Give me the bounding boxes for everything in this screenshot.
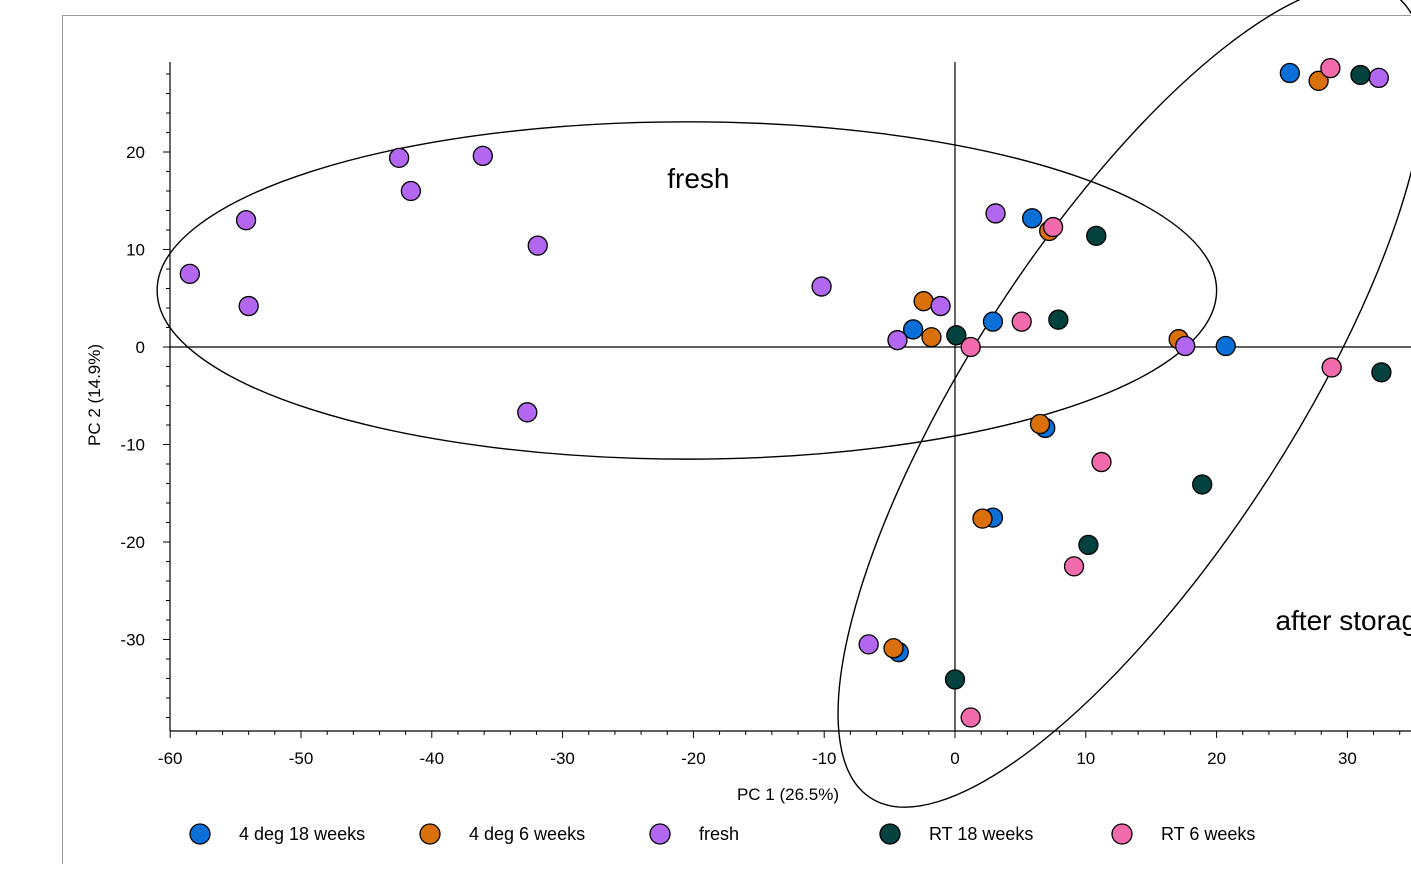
point-fresh bbox=[238, 295, 259, 317]
data-points bbox=[179, 58, 1392, 728]
point-4-deg-18-weeks bbox=[982, 311, 1004, 332]
axes-layer: -60 -50 -40 -30 -20 -10 0 10 20 30 -30 -20 -10 0 10 20 bbox=[120, 62, 1411, 768]
point-rt-6-weeks bbox=[960, 336, 981, 358]
legend: 4 deg 18 weeks 4 deg 6 weeks fresh RT 18 we… bbox=[189, 823, 1255, 845]
point-fresh bbox=[388, 147, 410, 169]
point-rt-6-weeks bbox=[1320, 58, 1341, 79]
point-rt-18-weeks bbox=[1192, 474, 1213, 495]
x-tick-label: 0 bbox=[950, 749, 959, 768]
point-4-deg-18-weeks bbox=[1215, 335, 1236, 357]
annotation-after-storage: after storage bbox=[1275, 605, 1411, 636]
point-4-deg-6-weeks bbox=[1308, 70, 1329, 91]
point-4-deg-18-weeks bbox=[902, 319, 924, 340]
x-tick-label: -60 bbox=[158, 749, 183, 768]
point-fresh bbox=[527, 235, 548, 256]
legend-marker-4-deg-18-weeks bbox=[189, 823, 211, 845]
point-rt-6-weeks bbox=[960, 707, 981, 728]
annotations: fresh after storage bbox=[667, 163, 1411, 636]
point-4-deg-6-weeks bbox=[921, 327, 942, 348]
point-fresh bbox=[179, 263, 200, 285]
confidence-ellipses bbox=[156, 0, 1411, 808]
legend-marker-fresh bbox=[649, 823, 671, 845]
point-fresh bbox=[472, 145, 493, 167]
legend-marker-rt-6-weeks bbox=[1111, 823, 1133, 845]
point-rt-18-weeks bbox=[1078, 534, 1099, 556]
x-tick-label: -50 bbox=[289, 749, 314, 768]
legend-marker-rt-18-weeks bbox=[879, 823, 901, 845]
point-rt-6-weeks bbox=[1063, 556, 1085, 577]
y-tick-label: 0 bbox=[136, 338, 145, 357]
point-fresh bbox=[985, 203, 1006, 224]
point-fresh bbox=[400, 180, 422, 202]
point-4-deg-6-weeks bbox=[972, 508, 993, 529]
point-rt-6-weeks bbox=[1091, 451, 1112, 473]
y-tick-label: -30 bbox=[120, 631, 145, 650]
point-rt-6-weeks bbox=[1321, 357, 1342, 378]
point-4-deg-6-weeks bbox=[1029, 413, 1051, 435]
x-tick-label: -40 bbox=[420, 749, 445, 768]
point-rt-18-weeks bbox=[1048, 309, 1069, 330]
point-rt-6-weeks bbox=[1011, 311, 1032, 332]
x-tick-label: 30 bbox=[1338, 749, 1357, 768]
point-4-deg-6-weeks bbox=[883, 638, 904, 659]
legend-label-rt-18-weeks: RT 18 weeks bbox=[929, 824, 1033, 844]
point-rt-18-weeks bbox=[1371, 362, 1392, 383]
point-fresh bbox=[930, 295, 951, 317]
point-fresh bbox=[887, 330, 908, 351]
point-fresh bbox=[517, 402, 538, 423]
point-4-deg-18-weeks bbox=[1022, 208, 1043, 229]
annotation-fresh: fresh bbox=[667, 163, 729, 194]
y-tick-label: 20 bbox=[126, 143, 145, 162]
legend-label-rt-6-weeks: RT 6 weeks bbox=[1161, 824, 1255, 844]
x-tick-label: 20 bbox=[1207, 749, 1226, 768]
y-tick-label: -10 bbox=[120, 436, 145, 455]
y-axis-label: PC 2 (14.9%) bbox=[85, 344, 104, 446]
point-rt-18-weeks bbox=[1086, 225, 1107, 247]
point-rt-18-weeks bbox=[946, 325, 967, 346]
ellipse-fresh bbox=[156, 121, 1218, 460]
x-tick-label: 10 bbox=[1076, 749, 1095, 768]
ellipse-after-storage bbox=[837, 0, 1411, 808]
x-tick-label: -30 bbox=[550, 749, 575, 768]
y-tick-label: -20 bbox=[120, 533, 145, 552]
x-tick-label: -10 bbox=[812, 749, 837, 768]
point-fresh bbox=[1368, 67, 1389, 89]
point-fresh bbox=[858, 634, 879, 655]
point-4-deg-18-weeks bbox=[1279, 62, 1300, 84]
legend-label-4-deg-18-weeks: 4 deg 18 weeks bbox=[239, 824, 365, 844]
legend-marker-4-deg-6-weeks bbox=[419, 823, 441, 845]
y-tick-label: 10 bbox=[126, 241, 145, 260]
point-rt-18-weeks bbox=[1350, 64, 1371, 86]
point-rt-6-weeks bbox=[1042, 216, 1064, 238]
point-fresh bbox=[1175, 335, 1196, 357]
point-fresh bbox=[811, 276, 832, 297]
legend-label-4-deg-6-weeks: 4 deg 6 weeks bbox=[469, 824, 585, 844]
point-fresh bbox=[235, 210, 257, 231]
point-rt-18-weeks bbox=[944, 669, 966, 690]
x-tick-label: -20 bbox=[681, 749, 706, 768]
legend-label-fresh: fresh bbox=[699, 824, 739, 844]
point-4-deg-6-weeks bbox=[913, 291, 934, 312]
x-axis-label: PC 1 (26.5%) bbox=[737, 785, 839, 804]
